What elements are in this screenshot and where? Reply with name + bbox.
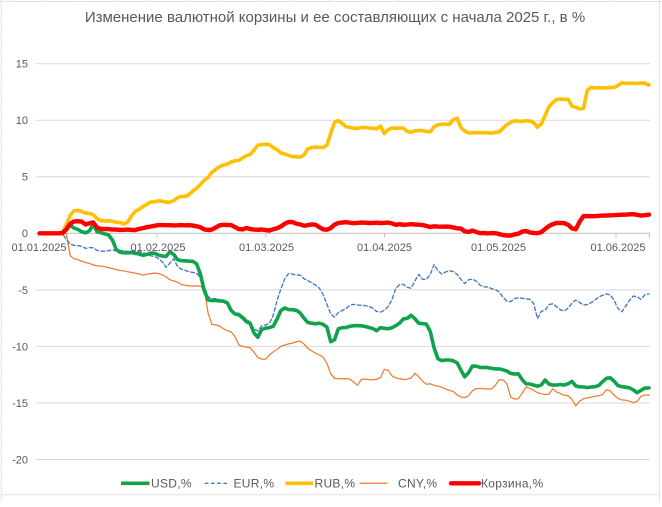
svg-text:-20: -20 (12, 454, 28, 466)
svg-text:10: 10 (16, 115, 28, 127)
svg-text:-15: -15 (12, 398, 28, 410)
svg-text:USD,%: USD,% (151, 476, 192, 490)
svg-text:01.03.2025: 01.03.2025 (239, 242, 294, 254)
svg-text:RUB,%: RUB,% (315, 476, 356, 490)
svg-text:01.04.2025: 01.04.2025 (357, 242, 412, 254)
svg-text:01.02.2025: 01.02.2025 (130, 242, 185, 254)
svg-text:Корзина,%: Корзина,% (481, 476, 543, 490)
svg-text:-5: -5 (18, 285, 28, 297)
svg-text:Изменение валютной корзины и е: Изменение валютной корзины и ее составля… (85, 9, 585, 26)
svg-text:5: 5 (22, 172, 28, 184)
svg-text:CNY,%: CNY,% (398, 476, 437, 490)
svg-text:EUR,%: EUR,% (234, 476, 275, 490)
svg-text:01.01.2025: 01.01.2025 (11, 242, 66, 254)
svg-text:01.05.2025: 01.05.2025 (471, 242, 526, 254)
svg-text:15: 15 (16, 59, 28, 71)
svg-text:01.06.2025: 01.06.2025 (590, 242, 645, 254)
svg-text:-10: -10 (12, 341, 28, 353)
svg-text:0: 0 (22, 228, 28, 240)
